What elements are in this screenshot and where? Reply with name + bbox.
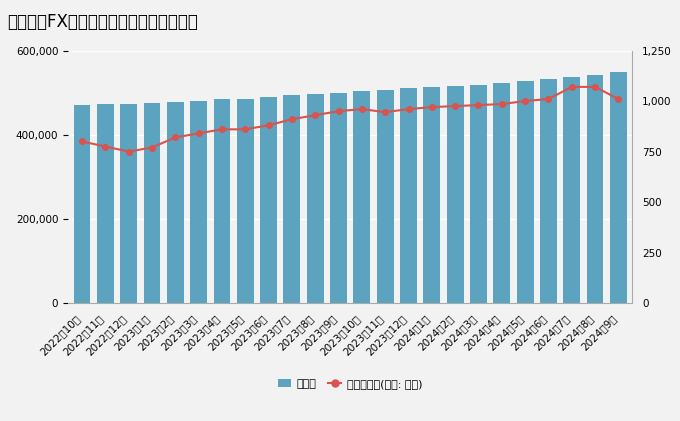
Bar	[400, 88, 417, 303]
Bar	[494, 83, 510, 303]
Text: みんなのFXの口座数と預かり資産の推移: みんなのFXの口座数と預かり資産の推移	[7, 13, 198, 31]
Bar	[470, 85, 487, 303]
Bar	[610, 72, 627, 303]
Bar	[284, 95, 301, 303]
Bar	[307, 94, 324, 303]
Bar	[143, 103, 160, 303]
Bar	[354, 91, 370, 303]
Bar	[447, 86, 464, 303]
Bar	[97, 104, 114, 303]
Bar	[517, 81, 534, 303]
Bar	[214, 99, 231, 303]
Bar	[330, 93, 347, 303]
Bar	[377, 90, 394, 303]
Legend: 口座数, 預かり資産(単位: 億円): 口座数, 預かり資産(単位: 億円)	[273, 375, 427, 394]
Bar	[540, 79, 557, 303]
Bar	[120, 104, 137, 303]
Bar	[190, 101, 207, 303]
Bar	[424, 87, 440, 303]
Bar	[587, 75, 603, 303]
Bar	[563, 77, 580, 303]
Bar	[260, 97, 277, 303]
Bar	[73, 105, 90, 303]
Bar	[167, 102, 184, 303]
Bar	[237, 99, 254, 303]
